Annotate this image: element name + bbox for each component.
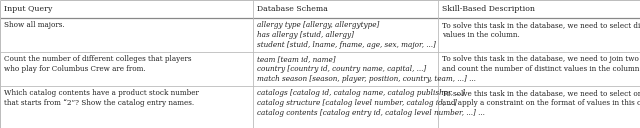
Text: Show all majors.: Show all majors. [4, 21, 65, 29]
Text: To solve this task in the database, we need to select distinct
values in the col: To solve this task in the database, we n… [442, 21, 640, 39]
Text: Input Query: Input Query [4, 5, 52, 13]
Text: allergy type [allergy, allergytype]
has allergy [stuid, allergy]
student [stuid,: allergy type [allergy, allergytype] has … [257, 21, 436, 49]
Text: Database Schema: Database Schema [257, 5, 328, 13]
Text: Count the number of different colleges that players
who play for Columbus Crew a: Count the number of different colleges t… [4, 55, 191, 73]
Text: catalogs [catalog id, catalog name, catalog publisher, ...]
catalog structure [c: catalogs [catalog id, catalog name, cata… [257, 89, 484, 117]
Text: To solve this task in the database, we need to select one column
and apply a con: To solve this task in the database, we n… [442, 89, 640, 107]
Text: Which catalog contents have a product stock number
that starts from “2”? Show th: Which catalog contents have a product st… [4, 89, 199, 107]
Text: To solve this task in the database, we need to join two tables
and count the num: To solve this task in the database, we n… [442, 55, 640, 73]
Text: team [team id, name]
country [country id, country name, capital, ...]
match seas: team [team id, name] country [country id… [257, 55, 476, 83]
Text: Skill-Based Description: Skill-Based Description [442, 5, 536, 13]
